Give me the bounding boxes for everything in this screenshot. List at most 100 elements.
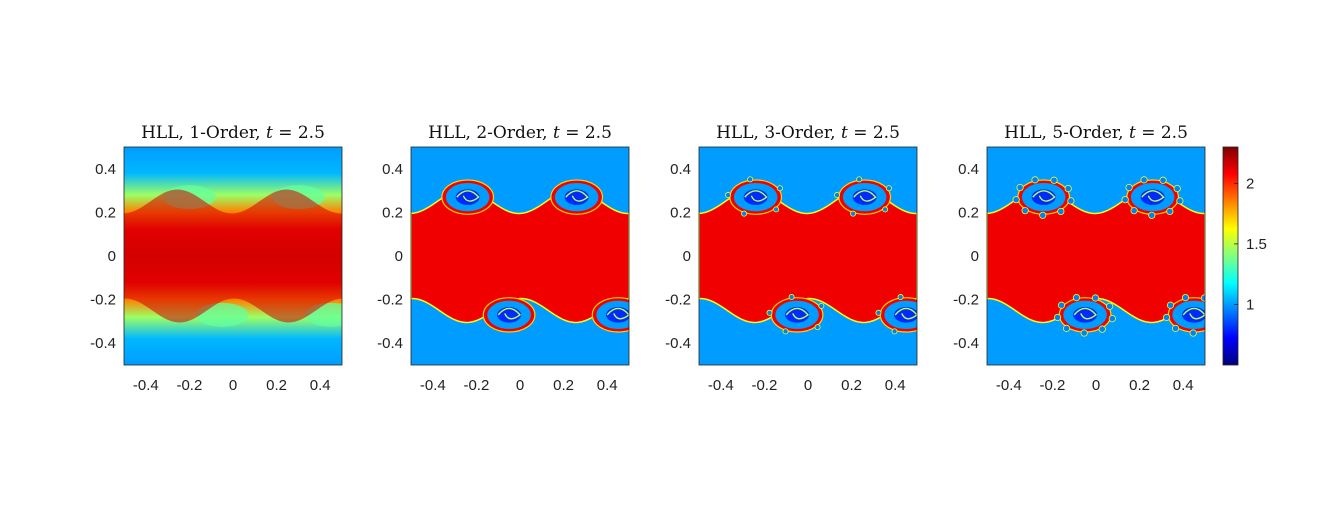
fine-eddy [782, 328, 789, 335]
fine-eddy [747, 176, 754, 183]
density-field [699, 147, 933, 365]
y-tick-label: 0.2 [670, 204, 691, 221]
title-time-value: = 2.5 [560, 123, 612, 143]
fine-eddy [1121, 196, 1129, 204]
x-tick-label: 0.2 [841, 377, 862, 394]
colorbar-tick-label: 1.5 [1246, 236, 1267, 253]
fine-eddy [1176, 197, 1184, 205]
x-tick-label: -0.2 [463, 377, 489, 394]
y-tick-label: 0.2 [95, 204, 116, 221]
fine-eddy [897, 294, 904, 301]
fine-eddy [814, 324, 821, 331]
fine-eddy [928, 303, 933, 308]
fine-eddy [1148, 211, 1156, 219]
fine-eddy [875, 309, 882, 316]
fine-eddy [1200, 294, 1205, 302]
fine-eddy [773, 206, 780, 213]
title-text: HLL, 3-Order, [716, 123, 841, 143]
fine-eddy [1091, 294, 1100, 302]
y-tick-label: 0.2 [958, 204, 979, 221]
fine-eddy [766, 309, 773, 316]
vortex-spiral [456, 190, 480, 202]
y-tick-label: 0.2 [382, 204, 403, 221]
title-time-variable: t [841, 123, 848, 143]
x-tick-label: -0.4 [996, 377, 1022, 394]
fine-eddy [1057, 301, 1066, 309]
vortex-spiral [744, 190, 768, 202]
y-tick-label: 0 [395, 248, 403, 265]
x-tick-label: 0 [804, 377, 812, 394]
x-tick-label: 0.4 [885, 377, 906, 394]
title-time-variable: t [1129, 123, 1136, 143]
vortex-spiral [894, 307, 917, 320]
density-field [411, 147, 629, 365]
x-tick-label: 0 [516, 377, 524, 394]
x-tick-label: -0.4 [133, 377, 159, 394]
vortex-core [1140, 189, 1165, 205]
fine-eddy [1189, 329, 1197, 337]
vortex-spiral [565, 190, 589, 202]
vortex-spiral [606, 307, 629, 320]
x-tick-label: -0.2 [751, 377, 777, 394]
x-tick-label: 0.2 [1129, 377, 1150, 394]
fine-eddy [1064, 184, 1072, 193]
fine-eddy [1166, 301, 1175, 309]
title-time-value: = 2.5 [273, 123, 325, 143]
fine-eddy [788, 294, 795, 301]
axes-frame [410, 146, 630, 366]
x-tick-label: 0.4 [597, 377, 618, 394]
fine-eddy [1215, 303, 1221, 309]
fine-eddy [1173, 184, 1181, 193]
fine-eddy [856, 176, 863, 183]
axes-frame [986, 146, 1206, 366]
colorbar-scale [1222, 146, 1239, 366]
y-tick-label: -0.4 [665, 335, 691, 352]
title-time-value: = 2.5 [1136, 123, 1188, 143]
colorbar-tick-label: 2 [1246, 175, 1254, 192]
title-time-value: = 2.5 [848, 123, 900, 143]
vortex-core [1031, 189, 1056, 205]
fine-eddy [850, 210, 857, 217]
fine-eddy [834, 192, 841, 199]
fine-eddy [1108, 315, 1116, 323]
panel-1: HLL, 1-Order, t = 2.5 -0.4 -0.2 0 0.2 0.4 0.4 0… [90, 123, 343, 394]
fine-eddy [1166, 207, 1174, 216]
vortex-spiral [1073, 307, 1098, 320]
fine-eddy [924, 325, 929, 330]
fine-eddy [1039, 211, 1047, 219]
y-tick-label: -0.4 [953, 335, 979, 352]
fine-eddy [741, 210, 748, 217]
density-field [124, 147, 342, 365]
fine-eddy [1208, 326, 1214, 332]
fine-eddy [1057, 207, 1065, 216]
vortex-core [455, 189, 480, 205]
fine-eddy [1130, 207, 1138, 215]
vortex-spiral [1141, 190, 1165, 202]
y-tick-label: -0.2 [377, 292, 403, 309]
fine-eddy [1031, 176, 1039, 184]
vortex-core [852, 189, 877, 205]
y-tick-label: -0.2 [665, 292, 691, 309]
x-tick-label: -0.4 [420, 377, 446, 394]
panel-title: HLL, 1-Order, t = 2.5 [141, 123, 325, 143]
x-tick-label: 0.2 [553, 377, 574, 394]
fine-eddy [891, 328, 898, 335]
y-tick-label: 0 [683, 248, 691, 265]
fine-eddy [1021, 207, 1029, 215]
vortex-core [1182, 307, 1205, 323]
fine-eddy [1050, 176, 1058, 184]
title-time-variable: t [553, 123, 560, 143]
vortex-core [785, 307, 810, 323]
fine-eddy [1062, 324, 1071, 332]
y-tick-label: 0 [971, 248, 979, 265]
y-tick-label: -0.2 [90, 292, 116, 309]
y-tick-label: 0.4 [95, 161, 116, 178]
x-tick-label: -0.4 [708, 377, 734, 394]
vortex-spiral [1182, 307, 1205, 320]
x-tick-label: 0.2 [266, 377, 287, 394]
title-text: HLL, 1-Order, [141, 123, 266, 143]
fine-eddy [1016, 183, 1024, 192]
fine-eddy [1181, 293, 1190, 302]
colorbar-tick-label: 1 [1246, 296, 1254, 313]
y-tick-label: 0 [108, 248, 116, 265]
